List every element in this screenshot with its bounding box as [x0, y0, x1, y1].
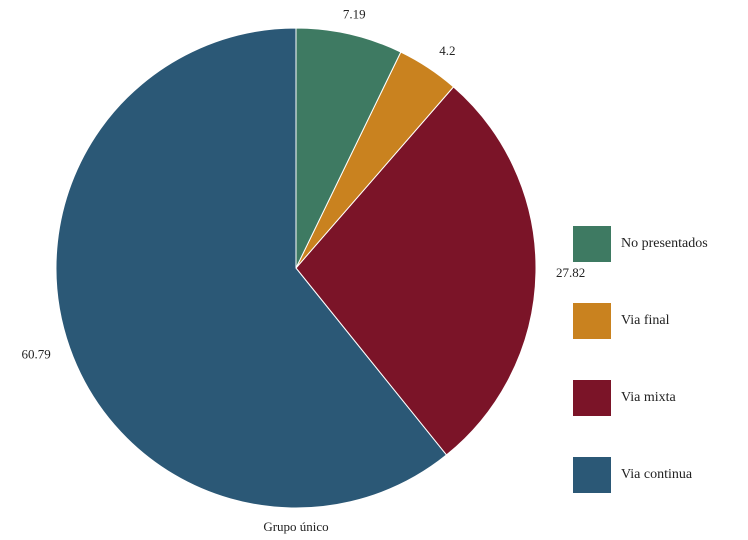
legend-item-no-presentados: No presentados [573, 226, 708, 262]
legend-label: Via final [621, 313, 670, 328]
pie-value-labels: 60.79 27.82 4.2 7.19 [22, 7, 586, 362]
x-axis-label: Grupo único [263, 519, 328, 534]
value-label-via-mixta: 27.82 [556, 265, 585, 280]
legend-label: No presentados [621, 236, 708, 251]
value-label-no-presentados: 7.19 [343, 7, 366, 22]
pie-slice-via-continua [55, 27, 448, 509]
legend-swatch [573, 303, 611, 339]
legend-swatch [573, 226, 611, 262]
value-label-via-final: 4.2 [439, 43, 455, 58]
pie-slice-no-presentados [295, 27, 402, 269]
legend-item-via-final: Via final [573, 303, 670, 339]
legend-label: Via mixta [621, 390, 676, 405]
value-label-via-continua: 60.79 [22, 347, 51, 362]
legend-item-via-mixta: Via mixta [573, 380, 676, 416]
legend-swatch [573, 457, 611, 493]
pie-slice-via-mixta [295, 86, 537, 456]
pie-slices [55, 27, 537, 509]
legend-label: Via continua [621, 467, 693, 482]
legend-swatch [573, 380, 611, 416]
legend-item-via-continua: Via continua [573, 457, 692, 493]
